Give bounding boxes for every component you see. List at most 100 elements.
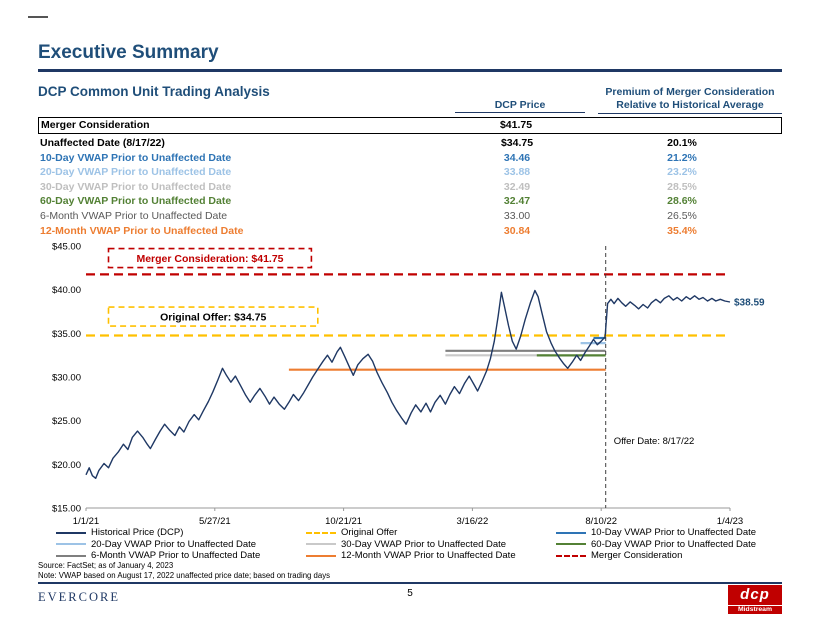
- page-number: 5: [407, 588, 413, 599]
- legend-label: 6-Month VWAP Prior to Unaffected Date: [91, 550, 261, 562]
- offer-date-label: Offer Date: 8/17/22: [614, 436, 695, 447]
- table-row-12-month-vwap-prior-to-unaffected-date: 12-Month VWAP Prior to Unaffected Date 30…: [38, 224, 782, 239]
- line-swatch-icon: [556, 531, 586, 534]
- last-price-label: $38.59: [734, 298, 765, 309]
- row-price: $34.75: [500, 137, 534, 149]
- legend-item-30-day-vwap-prior-to-unaffected-date: 30-Day VWAP Prior to Unaffected Date: [306, 539, 556, 551]
- row-label: Merger Consideration: [41, 119, 150, 131]
- footer-rule: [38, 582, 782, 584]
- dashed-line-swatch-icon: [306, 531, 336, 534]
- logo-midstream-text: Midstream: [728, 605, 782, 614]
- row-label: 6-Month VWAP Prior to Unaffected Date: [40, 209, 228, 222]
- row-label: 10-Day VWAP Prior to Unaffected Date: [40, 151, 232, 164]
- dashed-line-swatch-icon: [556, 554, 586, 557]
- y-tick-label: $30.00: [52, 373, 81, 384]
- legend-item-merger-consideration: Merger Consideration: [556, 550, 786, 562]
- dcp-midstream-logo: dcp Midstream: [728, 585, 782, 614]
- x-tick-label: 3/16/22: [457, 516, 489, 527]
- legend-label: 12-Month VWAP Prior to Unaffected Date: [341, 550, 516, 562]
- historical-price-line: [85, 289, 731, 480]
- x-tick-label: 8/10/22: [585, 516, 617, 527]
- line-swatch-icon: [56, 554, 86, 557]
- table-row-20-day-vwap-prior-to-unaffected-date: 20-Day VWAP Prior to Unaffected Date 33.8…: [38, 165, 782, 180]
- table-row-60-day-vwap-prior-to-unaffected-date: 60-Day VWAP Prior to Unaffected Date 32.4…: [38, 194, 782, 209]
- logo-dcp-text: dcp: [728, 585, 782, 605]
- merger-consideration-callout-box: [107, 247, 313, 269]
- price-chart-svg: 1/1/21 5/27/21 10/21/21 3/16/22 8/10/22 1/4/2…: [52, 242, 765, 528]
- row-premium: 35.4%: [667, 224, 697, 237]
- table-row-30-day-vwap-prior-to-unaffected-date: 30-Day VWAP Prior to Unaffected Date 32.4…: [38, 180, 782, 195]
- x-tick-label: 1/4/23: [717, 516, 743, 527]
- section-title: DCP Common Unit Trading Analysis: [38, 84, 270, 99]
- legend-item-historical-price-dcp: Historical Price (DCP): [56, 527, 306, 539]
- summary-table: Merger Consideration $41.75 Unaffected Dat…: [38, 117, 782, 238]
- row-premium: 20.1%: [667, 137, 697, 149]
- legend-item-12-month-vwap-prior-to-unaffected-date: 12-Month VWAP Prior to Unaffected Date: [306, 550, 556, 562]
- row-label: 30-Day VWAP Prior to Unaffected Date: [40, 180, 232, 193]
- chart-legend: Historical Price (DCP) 20-Day VWAP Prior …: [56, 527, 786, 562]
- row-price: $41.75: [499, 119, 533, 131]
- column-header-dcp-price: DCP Price: [455, 99, 585, 113]
- column-header-premium-line1: Premium of Merger Consideration: [605, 86, 775, 98]
- evercore-wordmark: EVERCORE: [38, 590, 120, 604]
- title-underline: [38, 69, 782, 72]
- line-swatch-icon: [56, 531, 86, 534]
- x-tick-label: 10/21/21: [325, 516, 362, 527]
- y-tick-label: $35.00: [52, 329, 81, 340]
- row-price: 32.47: [503, 195, 531, 208]
- line-swatch-icon: [556, 543, 586, 546]
- vwap-note: Note: VWAP based on August 17, 2022 unaf…: [38, 570, 331, 580]
- legend-label: Merger Consideration: [591, 550, 683, 562]
- legend-label: 20-Day VWAP Prior to Unaffected Date: [91, 538, 257, 550]
- y-tick-label: $20.00: [52, 460, 81, 471]
- table-row-merger-consideration: Merger Consideration $41.75: [38, 117, 782, 134]
- legend-label: 30-Day VWAP Prior to Unaffected Date: [341, 538, 507, 550]
- table-row-6-month-vwap-prior-to-unaffected-date: 6-Month VWAP Prior to Unaffected Date 33.…: [38, 209, 782, 224]
- legend-label: 10-Day VWAP Prior to Unaffected Date: [591, 527, 757, 539]
- original-offer-callout-text: Original Offer: $34.75: [160, 311, 266, 323]
- row-premium: 21.2%: [667, 151, 697, 164]
- legend-item-original-offer: Original Offer: [306, 527, 556, 539]
- page-title: Executive Summary: [38, 42, 219, 63]
- row-premium: 26.5%: [667, 209, 697, 222]
- legend-label: 60-Day VWAP Prior to Unaffected Date: [591, 538, 757, 550]
- legend-item-10-day-vwap-prior-to-unaffected-date: 10-Day VWAP Prior to Unaffected Date: [556, 527, 786, 539]
- line-swatch-icon: [306, 543, 336, 546]
- row-price: 33.88: [503, 166, 531, 179]
- legend-column: 10-Day VWAP Prior to Unaffected Date 60-D…: [556, 527, 786, 562]
- source-note: Source: FactSet; as of January 4, 2023: [38, 561, 174, 570]
- row-price: 32.49: [503, 180, 531, 193]
- legend-item-60-day-vwap-prior-to-unaffected-date: 60-Day VWAP Prior to Unaffected Date: [556, 539, 786, 551]
- merger-consideration-callout-text: Merger Consideration: $41.75: [136, 253, 283, 265]
- column-header-premium-line2: Relative to Historical Average: [616, 99, 764, 111]
- slide-corner-mark: [28, 16, 48, 18]
- row-price: 33.00: [503, 209, 531, 222]
- column-header-premium: Premium of Merger Consideration Relative…: [598, 86, 782, 114]
- row-label: 60-Day VWAP Prior to Unaffected Date: [40, 195, 232, 208]
- row-premium: 28.6%: [667, 195, 697, 208]
- table-row-10-day-vwap-prior-to-unaffected-date: 10-Day VWAP Prior to Unaffected Date 34.4…: [38, 151, 782, 166]
- row-premium: 28.5%: [667, 180, 697, 193]
- original-offer-callout-box: [107, 306, 319, 327]
- y-tick-label: $25.00: [52, 416, 81, 427]
- x-tick-label: 1/1/21: [73, 516, 99, 527]
- legend-label: Original Offer: [341, 527, 398, 539]
- price-chart: 1/1/21 5/27/21 10/21/21 3/16/22 8/10/22 1/4/2…: [38, 240, 782, 530]
- y-tick-label: $45.00: [52, 242, 81, 253]
- legend-column: Historical Price (DCP) 20-Day VWAP Prior …: [56, 527, 306, 562]
- row-price: 34.46: [503, 151, 531, 164]
- row-price: 30.84: [503, 224, 531, 237]
- row-label: 12-Month VWAP Prior to Unaffected Date: [40, 224, 244, 237]
- x-tick-label: 5/27/21: [199, 516, 231, 527]
- legend-label: Historical Price (DCP): [91, 527, 184, 539]
- legend-item-20-day-vwap-prior-to-unaffected-date: 20-Day VWAP Prior to Unaffected Date: [56, 539, 306, 551]
- legend-column: Original Offer 30-Day VWAP Prior to Unaff…: [306, 527, 556, 562]
- y-tick-label: $40.00: [52, 285, 81, 296]
- table-row-unaffected-date-8-17-22: Unaffected Date (8/17/22) $34.75 20.1%: [38, 136, 782, 151]
- y-tick-label: $15.00: [52, 504, 81, 515]
- line-swatch-icon: [306, 554, 336, 557]
- footnotes: Source: FactSet; as of January 4, 2023 N…: [38, 561, 330, 580]
- row-premium: [581, 118, 781, 133]
- row-premium: 23.2%: [667, 166, 697, 179]
